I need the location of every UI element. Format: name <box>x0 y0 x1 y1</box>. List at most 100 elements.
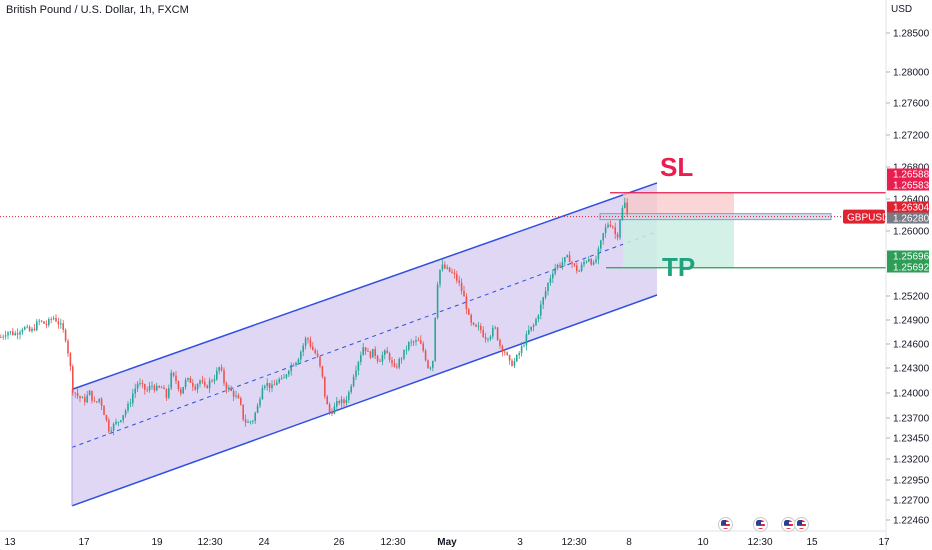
sl-label: SL <box>660 152 693 182</box>
candle-body <box>103 405 105 416</box>
tp-lower-price-tag: 1.25692 <box>887 261 930 274</box>
candle-body <box>252 420 254 422</box>
candle-body <box>604 227 607 234</box>
candle-body <box>357 361 360 371</box>
candle-body <box>240 398 242 405</box>
current-price-tag-text: 1.26304 <box>893 203 930 214</box>
candle-body <box>91 390 93 401</box>
candle-body <box>204 381 206 386</box>
candle-body <box>285 374 288 378</box>
candle-body <box>2 336 4 338</box>
candle-body <box>220 367 223 371</box>
candle-body <box>208 380 211 389</box>
candle-body <box>549 278 552 283</box>
time-tick-label: 26 <box>333 537 345 548</box>
candle-body <box>223 370 225 384</box>
us-flag-icon[interactable] <box>718 517 733 532</box>
candle-body <box>547 282 549 292</box>
candle-body <box>369 351 372 358</box>
candle-body <box>609 224 612 227</box>
candle-body <box>199 380 201 385</box>
entry-price-tag-bg <box>887 212 929 224</box>
candle-body <box>276 382 278 386</box>
symbol-tag-bg <box>843 209 885 224</box>
candle-body <box>355 370 357 377</box>
candle-body <box>482 330 484 337</box>
candle-body <box>69 353 72 367</box>
candle-body <box>184 379 187 387</box>
candle-body <box>412 341 415 343</box>
candle-body <box>180 389 182 394</box>
candle-body <box>612 226 614 228</box>
candle-body <box>170 372 172 389</box>
candle-body <box>316 353 319 357</box>
price-tick-label: 1.23450 <box>893 434 930 445</box>
candle-body <box>182 386 184 394</box>
candle-body <box>74 392 76 394</box>
us-flag-icon[interactable] <box>753 517 768 532</box>
us-flag-icon[interactable] <box>794 517 809 532</box>
price-tick-label: 1.28500 <box>893 29 930 40</box>
candle-body <box>72 366 74 393</box>
candle-body <box>420 340 422 344</box>
candle-body <box>518 353 520 356</box>
candle-body <box>340 399 343 404</box>
candle-body <box>424 350 427 361</box>
candle-body <box>244 419 247 423</box>
candle-body <box>127 403 129 411</box>
candle-body <box>33 328 36 331</box>
candle-body <box>134 388 136 394</box>
candle-body <box>120 420 122 422</box>
candle-body <box>232 390 235 397</box>
candle-body <box>379 361 381 362</box>
candle-body <box>196 384 199 390</box>
time-tick-label: 15 <box>806 537 818 548</box>
candle-body <box>98 398 100 402</box>
candle-body <box>477 325 480 327</box>
price-tick-label: 1.22460 <box>893 516 930 527</box>
candle-body <box>283 377 285 379</box>
time-axis[interactable]: 13 17 19 12:30 24 26 12:30 May 3 12:30 8 10 12:30 15 1… <box>0 530 890 548</box>
candle-body <box>566 255 568 258</box>
candle-body <box>144 384 146 390</box>
candle-body <box>57 321 60 325</box>
price-tick-label: 1.23200 <box>893 455 930 466</box>
candle-body <box>55 318 57 322</box>
channel-fill <box>72 182 657 506</box>
currency-label: USD <box>891 4 913 15</box>
candle-body <box>112 424 115 431</box>
candle-body <box>386 350 388 354</box>
candle-body <box>273 384 276 386</box>
candle-body <box>396 366 398 368</box>
tp-lower-price-tag-bg <box>887 261 929 273</box>
candle-body <box>532 325 535 327</box>
candle-body <box>19 332 21 335</box>
candle-body <box>456 274 458 281</box>
candle-body <box>607 224 609 228</box>
us-flag-icon[interactable] <box>781 517 796 532</box>
candle-body <box>213 379 216 382</box>
time-tick-label: 10 <box>697 537 709 548</box>
price-axis[interactable]: 1.28500 1.28000 1.27600 1.27200 1.26800 1.264… <box>885 0 930 550</box>
candle-body <box>465 296 468 310</box>
candle-body <box>43 321 45 324</box>
sl-lower-price-tag-text: 1.26583 <box>893 181 930 192</box>
position-tool[interactable]: GBPUSD <box>0 192 889 269</box>
candle-body <box>595 259 597 263</box>
candle-body <box>556 264 559 268</box>
candle-body <box>391 359 393 364</box>
candle-body <box>561 262 564 267</box>
time-tick-label: 24 <box>258 537 270 548</box>
candle-body <box>84 397 86 403</box>
price-tick-label: 1.24000 <box>893 389 930 400</box>
time-tick-label: 12:30 <box>747 537 772 548</box>
candle-body <box>451 271 453 273</box>
candle-body <box>64 329 67 341</box>
price-tick-label: 1.24600 <box>893 340 930 351</box>
candle-body <box>616 234 619 238</box>
sl-lower-price-tag-bg <box>887 179 929 191</box>
candle-body <box>520 346 523 354</box>
candle-body <box>93 400 96 402</box>
candle-body <box>463 290 465 297</box>
